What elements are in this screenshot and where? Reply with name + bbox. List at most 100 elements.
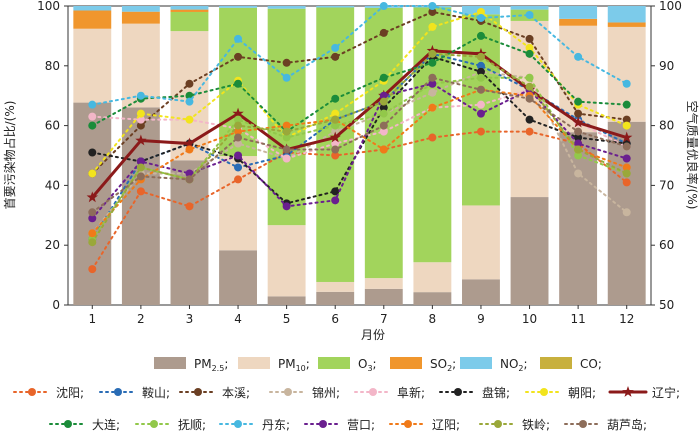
line-point	[476, 73, 485, 82]
bar-segment	[267, 225, 306, 297]
bar-segment	[170, 11, 209, 32]
line-point	[574, 109, 583, 118]
line-point	[234, 121, 243, 130]
bar-segment	[364, 278, 403, 289]
bar-segment	[316, 6, 355, 8]
line-point	[622, 142, 631, 151]
line-point	[379, 28, 388, 37]
line-point	[622, 208, 631, 217]
legend-marker	[622, 386, 634, 397]
line-point	[331, 121, 340, 130]
x-tick-label: 2	[137, 312, 145, 326]
line-point	[185, 115, 194, 124]
legend-label: PM2.5;	[194, 357, 228, 373]
line-point	[476, 31, 485, 40]
bar-segment	[316, 281, 355, 292]
line-point	[331, 43, 340, 52]
line-point	[574, 145, 583, 154]
legend-marker	[579, 420, 587, 428]
bar-segment	[73, 6, 112, 11]
legend-swatch	[154, 357, 186, 369]
legend-label: 本溪;	[222, 386, 250, 400]
right-tick-label: 60	[659, 238, 674, 252]
line-point	[136, 121, 145, 130]
legend-label: CO;	[580, 357, 602, 371]
line-point	[234, 139, 243, 148]
legend-marker	[454, 388, 462, 396]
bar-segment	[413, 292, 452, 305]
line-point	[331, 52, 340, 61]
bar-segment	[364, 288, 403, 305]
line-point	[282, 154, 291, 163]
legend-marker	[284, 388, 292, 396]
line-point	[525, 127, 534, 136]
right-tick-label: 90	[659, 59, 674, 73]
line-point	[88, 229, 97, 238]
line-series	[91, 76, 628, 241]
line-point	[574, 127, 583, 136]
right-tick-label: 100	[659, 0, 682, 13]
city-lines	[86, 2, 633, 274]
line-point	[185, 79, 194, 88]
right-tick-label: 80	[659, 119, 674, 133]
line-point	[476, 52, 485, 61]
legend-swatch	[540, 357, 572, 369]
line-point	[234, 133, 243, 142]
line-point	[379, 73, 388, 82]
line-point	[135, 134, 147, 146]
line-point	[622, 169, 631, 178]
line-point	[525, 82, 534, 91]
line-point	[574, 52, 583, 61]
bar-segment	[219, 250, 257, 305]
line-point	[622, 163, 631, 172]
line-point	[428, 79, 437, 88]
left-tick-label: 0	[52, 298, 60, 312]
line-series	[91, 52, 628, 244]
line-point	[621, 131, 633, 143]
line-point	[379, 2, 388, 10]
line-point	[232, 107, 244, 119]
line-point	[234, 127, 243, 136]
line-point	[476, 100, 485, 109]
legend-swatch	[460, 357, 492, 369]
line-point	[331, 139, 340, 148]
line-point	[622, 115, 631, 124]
line-series	[91, 130, 628, 271]
line-point	[136, 172, 145, 181]
line-point	[88, 169, 97, 178]
line-point	[574, 133, 583, 142]
line-point	[379, 91, 388, 100]
bar-segment	[219, 6, 257, 8]
x-axis-label: 月份	[361, 328, 385, 342]
line-point	[525, 10, 534, 19]
line-point	[428, 22, 437, 31]
line-point	[574, 151, 583, 160]
legend-marker	[64, 420, 72, 428]
line-point	[622, 154, 631, 163]
line-point	[183, 137, 196, 149]
line-point	[282, 145, 291, 154]
line-point	[282, 127, 291, 136]
x-tick-label: 10	[522, 312, 537, 326]
x-tick-label: 1	[88, 312, 96, 326]
plot-frame	[67, 5, 652, 306]
line-point	[476, 61, 485, 70]
legend-label: 抚顺;	[178, 418, 206, 432]
line-point	[234, 79, 243, 88]
legend-label: 鞍山;	[142, 385, 170, 400]
legend-label: SO2;	[430, 357, 456, 373]
legend-label: NO2;	[500, 357, 528, 373]
legend-marker	[494, 420, 502, 428]
line-point	[185, 97, 194, 106]
line-point	[331, 115, 340, 124]
line-point	[428, 2, 437, 10]
line-point	[525, 34, 534, 43]
line-point	[476, 7, 485, 16]
line-point	[282, 58, 291, 67]
x-tick-label: 12	[619, 312, 634, 326]
bar-segment	[267, 296, 306, 305]
legend-label: 阜新;	[397, 385, 425, 400]
line-point	[331, 196, 340, 205]
chart-plot-area	[67, 5, 652, 306]
